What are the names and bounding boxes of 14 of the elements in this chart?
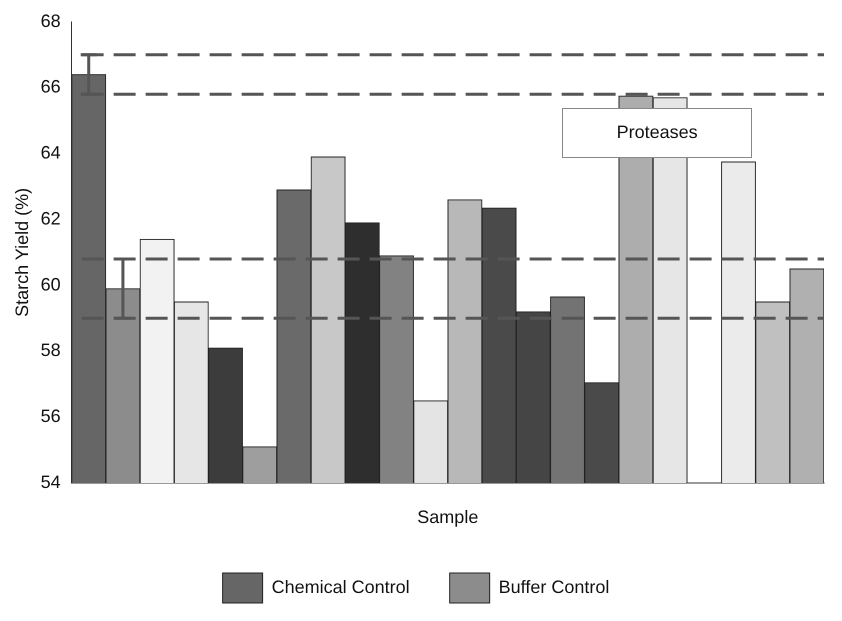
legend-label: Chemical Control [272,576,410,597]
y-tick-label: 58 [40,340,61,360]
y-tick-label: 62 [40,208,61,228]
x-axis-title: Sample [417,507,478,528]
annotation: Proteases [616,122,698,144]
y-tick-label: 68 [40,10,61,31]
y-tick-label: 66 [40,76,61,97]
y-tick-label: 54 [40,472,61,492]
y-tick-label: 64 [40,142,61,163]
y-tick-label: 56 [40,406,61,426]
y-axis-title: Starch Yield (%) [12,188,32,317]
y-tick-label: 60 [40,274,61,294]
callout-box: Proteases [562,108,752,158]
legend-label: Buffer Control [498,576,610,597]
